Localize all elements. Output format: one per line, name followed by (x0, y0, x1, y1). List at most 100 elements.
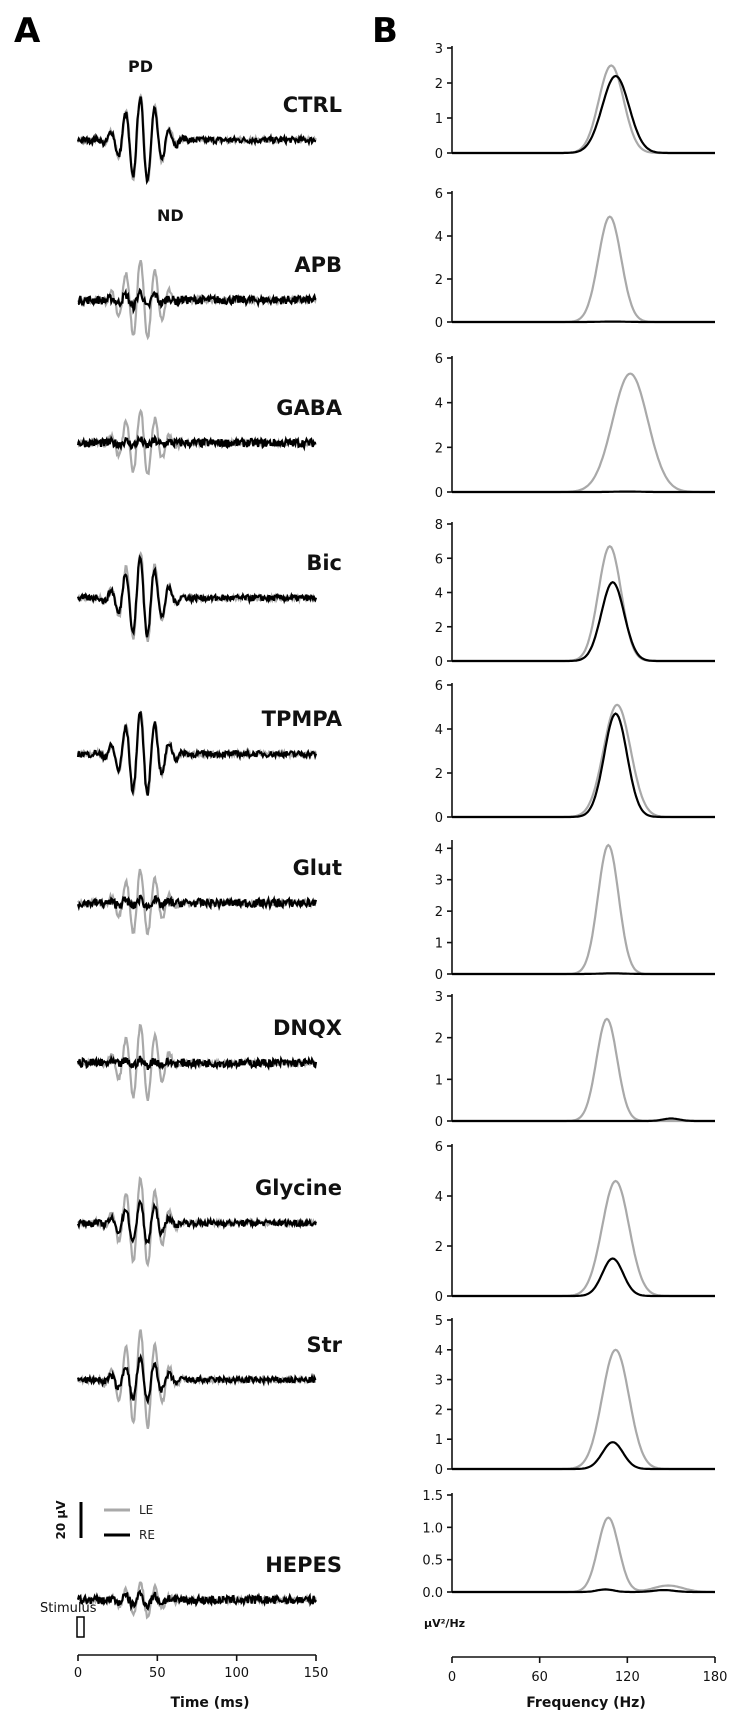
psd-unit-label: µV²/Hz (424, 1617, 465, 1630)
condition-label-dnqx: DNQX (273, 1016, 342, 1040)
spectrum-glut: 0 1 2 3 4 (435, 840, 715, 983)
spectrum-y-tick-label: 2 (435, 1403, 443, 1418)
spectrum-str: 0 1 2 3 4 5 (435, 1314, 715, 1478)
spectrum-gaba: 0 2 4 6 (435, 352, 715, 501)
spectrum-apb-le (452, 215, 715, 324)
pd-annotation: PD (128, 57, 153, 76)
time-axis-label: Time (ms) (170, 1695, 249, 1711)
spectrum-glut-re (452, 972, 715, 976)
frequency-tick-label: 0 (448, 1670, 456, 1685)
legend-le-label: LE (139, 1503, 153, 1517)
spectrum-y-tick-label: 4 (435, 587, 443, 602)
spectrum-y-tick-label: 1 (435, 937, 443, 952)
spectrum-str-re (452, 1441, 715, 1471)
condition-label-bic: Bic (306, 551, 342, 575)
spectrum-y-tick-label: 3 (435, 1374, 443, 1389)
condition-label-gaba: GABA (276, 396, 342, 420)
condition-label-apb: APB (294, 253, 342, 277)
time-tick-label: 0 (74, 1666, 82, 1681)
spectrum-y-tick-label: 6 (435, 352, 443, 367)
spectrum-y-tick-label: 3 (435, 990, 443, 1005)
spectrum-y-tick-label: 2 (435, 1032, 443, 1047)
spectrum-y-tick-label: 1 (435, 1073, 443, 1088)
frequency-tick-label: 120 (615, 1670, 640, 1685)
spectrum-y-tick-label: 4 (435, 842, 443, 857)
trace-glut-re (76, 894, 318, 912)
condition-label-hepes: HEPES (265, 1553, 342, 1577)
frequency-tick-label: 60 (531, 1670, 548, 1685)
spectrum-y-tick-label: 0 (435, 486, 443, 501)
trace-glycine-re (76, 1199, 318, 1246)
panel-a-letter: A (14, 11, 41, 51)
spectrum-y-tick-label: 2 (435, 273, 443, 288)
trace-hepes-re (76, 1589, 317, 1612)
spectrum-y-tick-label: 2 (435, 441, 443, 456)
spectrum-dnqx: 0 1 2 3 (435, 990, 715, 1130)
spectrum-y-tick-label: 3 (435, 42, 443, 57)
spectrum-ctrl: 0 1 2 3 (435, 42, 715, 162)
frequency-axis: 0 60 120 180 (448, 1656, 727, 1685)
condition-label-tpmpa: TPMPA (262, 707, 343, 731)
time-axis: 0 50 100 150 (74, 1654, 329, 1681)
spectrum-dnqx-re (452, 1117, 715, 1123)
spectrum-y-tick-label: 2 (435, 77, 443, 92)
condition-label-ctrl: CTRL (283, 93, 342, 117)
spectrum-glycine-re (452, 1257, 715, 1298)
spectrum-ctrl-le (452, 64, 715, 155)
spectrum-y-tick-label: 4 (435, 723, 443, 738)
condition-label-glut: Glut (293, 856, 342, 880)
stimulus-label: Stimulus (40, 1601, 97, 1616)
trace-dnqx-re (76, 1054, 318, 1071)
spectrum-gaba-le (452, 372, 715, 494)
panel-b-letter: B (372, 11, 398, 51)
spectrum-y-tick-label: 1 (435, 1433, 443, 1448)
spectrum-str-le (452, 1348, 715, 1471)
spectrum-y-tick-label: 5 (435, 1314, 443, 1329)
spectrum-dnqx-le (452, 1017, 715, 1123)
spectrum-y-tick-label: 6 (435, 679, 443, 694)
spectrum-hepes: 0.0 0.5 1.0 1.5 (422, 1489, 715, 1601)
spectrum-y-tick-label: 2 (435, 767, 443, 782)
spectrum-y-tick-label: 1.0 (422, 1521, 443, 1536)
legend-re-label: RE (139, 1528, 155, 1542)
panel-b-spectra: 0 1 2 3 0 2 4 6 0 2 4 6 0 2 4 6 8 0 2 4 6 0 1 2 3 4 0 1 2 3 0 2 4 6 0 1 2 3 4 5… (422, 42, 715, 1601)
spectrum-y-tick-label: 0 (435, 1290, 443, 1305)
spectrum-y-tick-label: 2 (435, 621, 443, 636)
spectrum-y-tick-label: 4 (435, 1190, 443, 1205)
trace-ctrl-re (76, 96, 317, 186)
stimulus-marker (76, 1616, 85, 1638)
spectrum-y-tick-label: 0 (435, 655, 443, 670)
nd-annotation: ND (157, 206, 184, 225)
spectrum-y-tick-label: 0 (435, 811, 443, 826)
spectrum-y-tick-label: 4 (435, 230, 443, 245)
spectrum-y-tick-label: 6 (435, 187, 443, 202)
spectrum-glut-le (452, 843, 715, 976)
trace-apb-re (77, 287, 317, 315)
spectrum-y-tick-label: 0 (435, 968, 443, 983)
spectrum-y-tick-label: 8 (435, 518, 443, 533)
trace-tpmpa-re (76, 710, 318, 797)
spectrum-bic-re (452, 580, 715, 663)
spectrum-tpmpa: 0 2 4 6 (435, 679, 715, 826)
condition-label-str: Str (306, 1333, 342, 1357)
spectrum-tpmpa-re (452, 712, 715, 819)
spectrum-bic-le (452, 545, 715, 663)
trace-bic-re (76, 554, 318, 638)
spectrum-glycine-le (452, 1179, 715, 1298)
spectrum-glycine: 0 2 4 6 (435, 1140, 715, 1305)
spectrum-y-tick-label: 6 (435, 1140, 443, 1155)
spectrum-y-tick-label: 0 (435, 147, 443, 162)
spectrum-y-tick-label: 0.0 (422, 1586, 443, 1601)
spectrum-y-tick-label: 4 (435, 397, 443, 412)
spectrum-y-tick-label: 0 (435, 1463, 443, 1478)
spectrum-y-tick-label: 4 (435, 1344, 443, 1359)
spectrum-y-tick-label: 2 (435, 905, 443, 920)
time-tick-label: 100 (224, 1666, 249, 1681)
spectrum-y-tick-label: 0 (435, 316, 443, 331)
condition-label-glycine: Glycine (255, 1176, 342, 1200)
spectrum-apb: 0 2 4 6 (435, 187, 715, 331)
spectrum-bic: 0 2 4 6 8 (435, 518, 715, 670)
spectrum-y-tick-label: 1.5 (422, 1489, 443, 1504)
time-tick-label: 150 (304, 1666, 329, 1681)
